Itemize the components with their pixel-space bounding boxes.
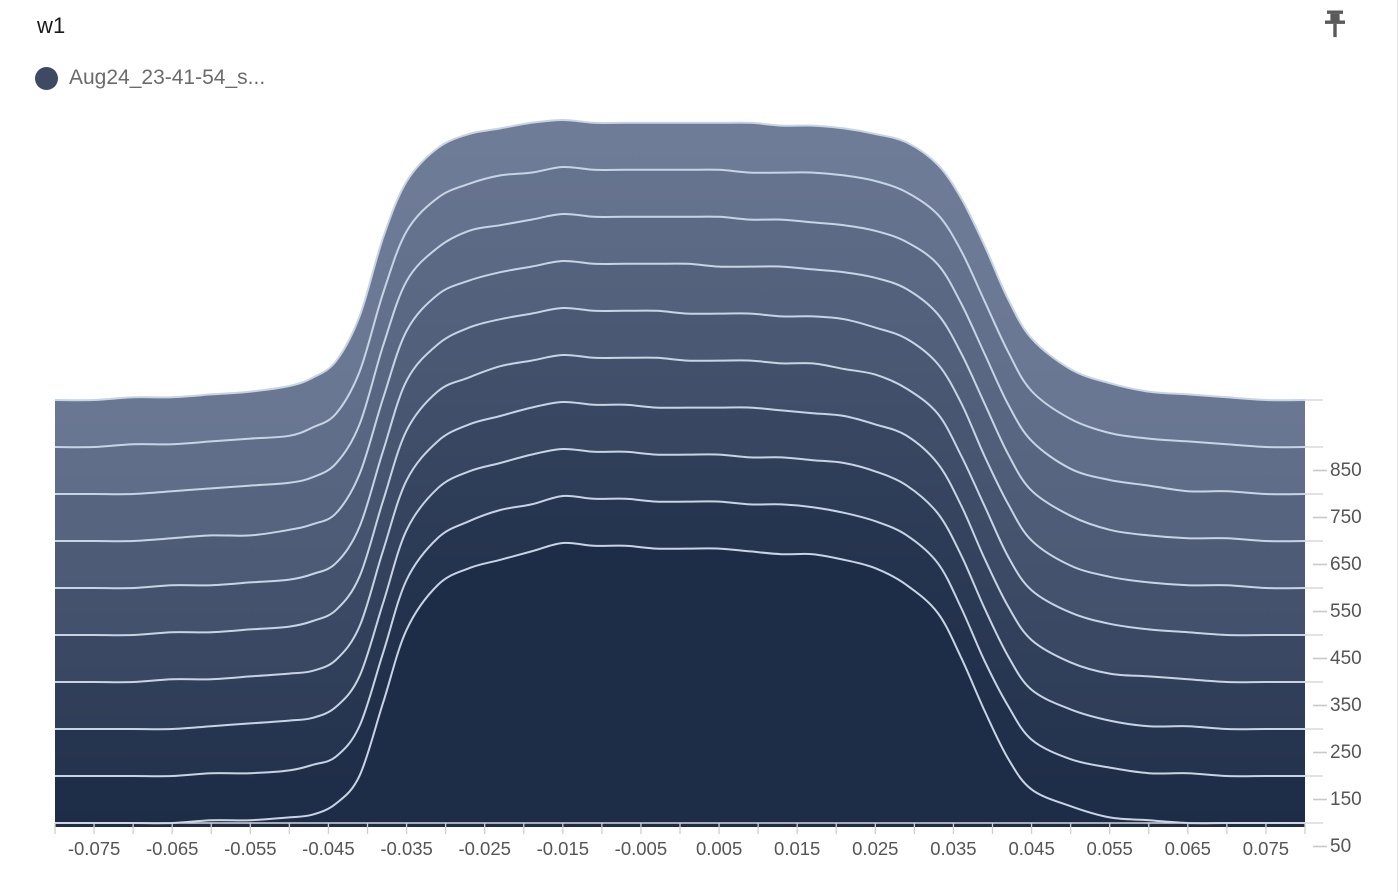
x-axis-tick-label: 0.025: [852, 838, 899, 859]
x-axis-tick-label: -0.005: [614, 838, 668, 859]
x-axis-tick-label: -0.075: [67, 838, 121, 859]
ridge-outline: [54, 494, 1305, 778]
ridge-outline: [54, 259, 1306, 543]
x-axis-tick-label: 0.005: [695, 838, 743, 859]
legend-item-label: Aug24_23-41-54_s...: [69, 66, 266, 89]
y-axis-tick-label: 850: [1330, 459, 1362, 481]
ridge-outline: [54, 306, 1306, 590]
x-axis-tick-label: 0.015: [774, 838, 821, 859]
y-axis-tick-label: 250: [1330, 741, 1362, 763]
pin-icon[interactable]: [1317, 6, 1353, 42]
x-axis-tick-label: 0.035: [930, 838, 977, 859]
x-axis: [54, 822, 1306, 834]
y-axis-tick-label: 650: [1330, 553, 1362, 575]
y-axis-tick-label: 550: [1330, 600, 1362, 622]
ridge-outline: [54, 541, 1305, 825]
ridge-outline: [54, 119, 1306, 402]
x-axis-tick-label: -0.025: [458, 838, 511, 859]
x-axis-tick-label: -0.045: [302, 838, 355, 859]
x-axis-tick-label: -0.015: [536, 838, 590, 859]
legend[interactable]: Aug24_23-41-54_s...: [35, 66, 265, 90]
ridge-outline: [55, 447, 1305, 731]
ridge-outline: [54, 400, 1305, 684]
ridge-outline: [54, 165, 1306, 449]
pin-icon-glyph: [1325, 10, 1345, 38]
x-axis-tick-label: -0.055: [224, 838, 277, 859]
x-axis-tick-label: 0.045: [1008, 838, 1055, 859]
x-axis-tick-label: -0.065: [145, 838, 199, 859]
x-axis-tick-label: 0.065: [1164, 838, 1211, 859]
ridge-outline: [55, 212, 1306, 496]
ridge-outline: [55, 353, 1305, 637]
y-axis-tick-label: 750: [1330, 506, 1362, 528]
x-axis-tick-label: -0.035: [380, 838, 433, 859]
page-title: w1: [37, 13, 66, 38]
ridge-series: [54, 119, 1306, 828]
y-axis-tick-label: 350: [1330, 694, 1362, 716]
y-axis-tick-label: 150: [1330, 788, 1362, 810]
x-axis-tick-label: 0.055: [1086, 838, 1133, 859]
x-axis-tick-label: 0.075: [1242, 838, 1290, 859]
legend-color-swatch: [35, 66, 58, 90]
y-axis: [1305, 399, 1327, 848]
y-axis-tick-label: 50: [1330, 835, 1352, 857]
y-axis-tick-label: 450: [1330, 647, 1362, 669]
